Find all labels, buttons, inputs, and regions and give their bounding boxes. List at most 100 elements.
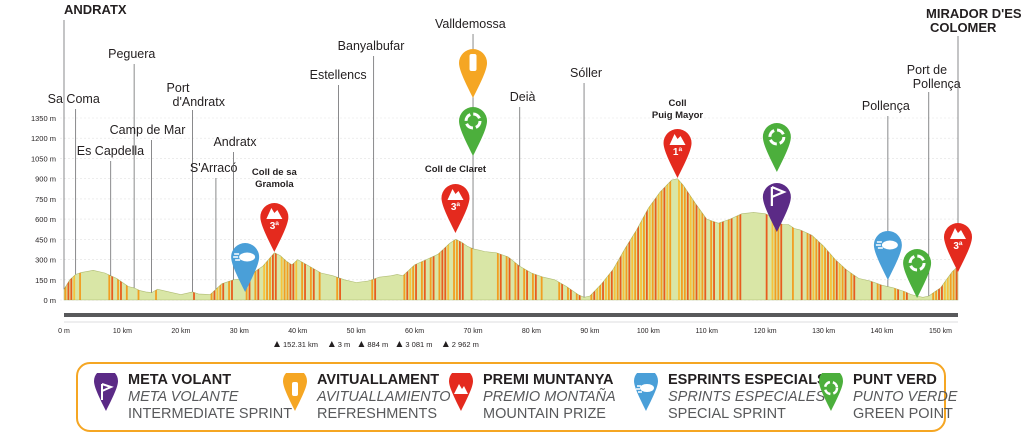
gradient-stripe xyxy=(903,178,905,300)
y-tick-label: 900 m xyxy=(35,175,56,184)
gradient-stripe xyxy=(710,178,713,300)
town-label: Port d'Andratx xyxy=(167,81,226,109)
gradient-stripe xyxy=(955,178,958,300)
legend-label: META VOLANT xyxy=(128,372,232,388)
gradient-stripe xyxy=(295,178,298,300)
climb-category: 3ª xyxy=(270,221,280,232)
gradient-stripe xyxy=(309,178,312,300)
gradient-stripe xyxy=(412,178,415,300)
y-tick-label: 750 m xyxy=(35,195,56,204)
x-tick-label: 90 km xyxy=(580,328,599,335)
gradient-stripe xyxy=(695,178,698,300)
feed-pin-icon xyxy=(459,49,488,98)
gradient-stripe xyxy=(499,178,502,300)
gradient-stripe xyxy=(721,178,724,300)
mountain-pin-icon xyxy=(944,223,972,272)
town-label-line2: Pollença xyxy=(913,77,961,91)
summary-mountain-icon xyxy=(328,341,335,347)
x-tick-label: 100 km xyxy=(637,328,660,335)
x-tick-label: 20 km xyxy=(171,328,190,335)
y-grid xyxy=(60,117,958,301)
speed-lines xyxy=(875,241,883,249)
town-label: Valldemossa xyxy=(435,17,506,31)
gradient-stripe xyxy=(938,178,940,300)
x-tick-label: 10 km xyxy=(113,328,132,335)
mountain-glyph xyxy=(950,228,966,239)
gradient-stripe xyxy=(593,178,596,300)
gradient-stripe xyxy=(532,178,534,300)
gradient-stripe xyxy=(605,178,607,300)
mountain-marker: 1ª xyxy=(663,129,692,178)
gradient-stripe xyxy=(79,178,81,300)
legend-label-en: INTERMEDIATE SPRINT xyxy=(128,406,293,422)
feed-marker xyxy=(459,49,488,98)
gradient-stripe xyxy=(558,178,561,300)
gradient-stripe xyxy=(736,178,739,300)
x-tick-label: 140 km xyxy=(871,328,894,335)
gradient-stripe xyxy=(870,178,873,300)
gradient-stripe xyxy=(657,178,660,300)
summary-mountain-icon xyxy=(442,341,449,347)
gradient-stripe xyxy=(681,178,683,300)
gradient-stripe xyxy=(827,178,829,300)
green-pin-icon xyxy=(459,107,488,156)
profile-area xyxy=(63,178,959,301)
gradient-stripe xyxy=(683,178,686,300)
mountain-glyph xyxy=(669,134,686,145)
y-axis-labels: 0 m 150 m 300 m 450 m 600 m 750 m 900 m 1050 m 1… xyxy=(31,114,56,305)
town-label-line1: MIRADOR D'ES xyxy=(926,6,1022,21)
x-axis-bar xyxy=(64,313,958,317)
x-tick-label: 40 km xyxy=(288,328,307,335)
flag-marker-icon xyxy=(94,373,118,411)
gradient-stripe xyxy=(263,178,266,300)
gradient-stripe xyxy=(686,178,689,300)
intermediate-pin-icon xyxy=(762,183,791,232)
summary-value: 152.31 km xyxy=(283,340,318,349)
town-label: S'Arracó xyxy=(190,161,238,175)
recycle-glyph xyxy=(908,254,926,272)
gradient-stripe xyxy=(943,178,946,300)
x-tick-label: 60 km xyxy=(405,328,424,335)
gradient-stripe xyxy=(622,178,625,300)
climb-category: 3ª xyxy=(451,202,461,213)
legend-box: META VOLANT META VOLANTE INTERMEDIATE SP… xyxy=(76,362,957,432)
summary-value: 884 m xyxy=(367,340,388,349)
legend-label-en: GREEN POINT xyxy=(853,406,953,422)
x-tick-label: 150 km xyxy=(929,328,952,335)
y-tick-label: 600 m xyxy=(35,215,56,224)
stage-summary: 152.31 km 3 m 884 m 3 081 m 2 962 m xyxy=(274,340,479,349)
gradient-stripe xyxy=(578,178,581,300)
green-marker xyxy=(762,123,791,172)
gradient-stripe xyxy=(625,178,628,300)
gradient-stripe xyxy=(698,178,701,300)
gradient-stripe xyxy=(514,178,517,300)
gradient-stripe xyxy=(876,178,879,300)
gradient-stripe xyxy=(193,178,195,300)
x-tick-label: 70 km xyxy=(463,328,482,335)
gradient-stripe xyxy=(70,178,73,300)
gradient-stripe xyxy=(371,178,374,300)
mountain-glyph xyxy=(447,189,464,200)
y-tick-label: 450 m xyxy=(35,235,56,244)
gradient-stripe xyxy=(257,178,260,300)
gradient-stripe xyxy=(643,178,645,300)
gradient-stripe xyxy=(590,178,593,300)
gradient-stripe xyxy=(774,178,777,300)
gradient-stripe xyxy=(575,178,578,300)
mountain-marker: 3ª xyxy=(260,203,289,252)
mountain-pin-icon xyxy=(260,203,289,252)
legend-label-es: PUNTO VERDE xyxy=(853,389,958,405)
green-marker xyxy=(903,249,932,298)
gradient-stripe xyxy=(832,178,835,300)
profile-fill xyxy=(64,178,958,300)
summary-mountain-icon xyxy=(358,341,365,347)
gradient-stripe xyxy=(420,178,423,300)
gradient-stripe xyxy=(689,178,692,300)
x-tick-label: 30 km xyxy=(230,328,249,335)
green-pin-icon xyxy=(903,249,932,298)
gradient-stripe xyxy=(374,178,377,300)
y-tick-label: 1350 m xyxy=(31,114,56,123)
gradient-stripe xyxy=(280,178,283,300)
gradient-stripe xyxy=(409,178,412,300)
gradient-stripe xyxy=(935,178,937,300)
